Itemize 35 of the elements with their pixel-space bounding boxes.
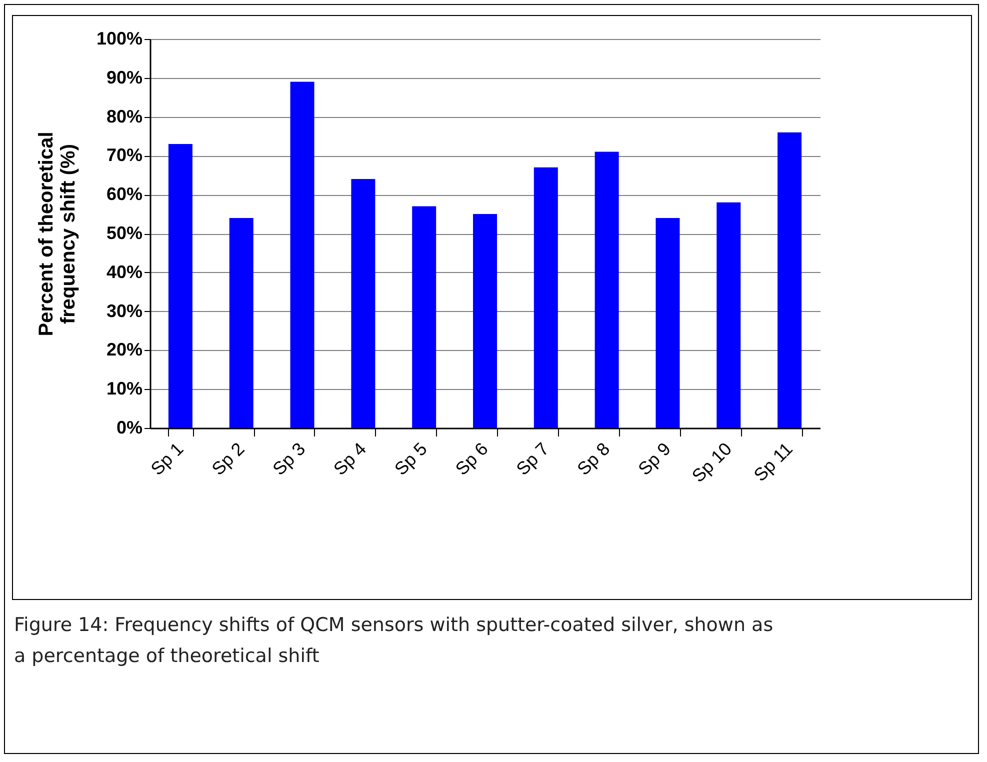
y-tick-label: 80% — [106, 106, 142, 126]
x-tick-label: Sp 10 — [688, 438, 736, 486]
x-tick-label: Sp 5 — [390, 438, 431, 480]
x-tick-label: Sp 3 — [268, 438, 310, 480]
bar — [473, 214, 497, 428]
x-tick-label: Sp 6 — [452, 438, 492, 480]
y-tick-label: 100% — [96, 28, 142, 48]
y-axis-title: Percent of theoretical frequency shift (%) — [35, 132, 80, 336]
x-tick-label: Sp 8 — [573, 438, 614, 480]
bar — [168, 144, 192, 428]
x-tick-label: Sp 9 — [634, 438, 675, 480]
bar — [290, 82, 314, 428]
y-tick-label: 70% — [106, 145, 142, 166]
bar — [412, 206, 436, 428]
x-tick-label: Sp 2 — [208, 438, 248, 480]
y-tick-label: 20% — [106, 340, 142, 360]
y-tick-label: 50% — [106, 223, 142, 243]
x-tick-label: Sp 11 — [750, 438, 796, 486]
bar — [351, 179, 376, 428]
y-tick-label: 90% — [106, 67, 142, 88]
y-tick-label: 40% — [106, 262, 142, 282]
bar — [534, 167, 558, 428]
bar — [716, 202, 741, 428]
y-tick-label: 60% — [106, 184, 142, 204]
caption: Figure 14: Frequency shifts of QCM sensors with sputter-coated silver, shown as a percentage of theoretical shift — [14, 613, 774, 669]
y-tick-label: 0% — [116, 418, 142, 438]
y-tick-label: 10% — [106, 378, 142, 399]
y-tick-label: 30% — [106, 300, 142, 321]
x-tick-label: Sp 1 — [146, 438, 188, 480]
bar — [594, 152, 619, 428]
bar — [656, 218, 680, 428]
bar — [778, 132, 802, 428]
x-tick-label: Sp 7 — [512, 438, 553, 480]
bar — [229, 218, 254, 428]
x-tick-label: Sp 4 — [330, 438, 370, 480]
